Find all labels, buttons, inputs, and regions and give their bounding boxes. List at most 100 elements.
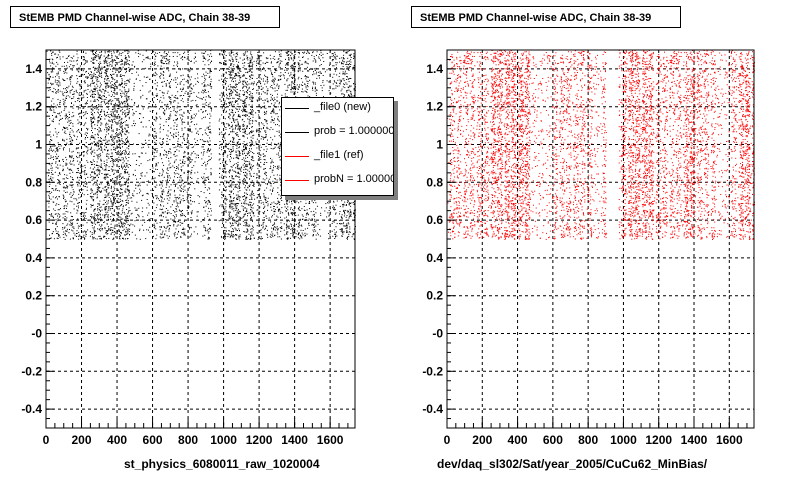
data-point <box>236 147 238 149</box>
data-point <box>237 128 239 130</box>
data-point <box>90 95 92 97</box>
data-point <box>51 71 52 73</box>
data-point <box>121 113 123 115</box>
data-point <box>54 89 56 91</box>
data-point <box>126 63 128 65</box>
data-point <box>174 189 175 191</box>
data-point <box>134 123 136 125</box>
data-point <box>179 185 181 187</box>
data-point <box>197 171 199 173</box>
data-point <box>225 64 227 66</box>
data-point <box>225 127 227 128</box>
data-point <box>118 143 120 145</box>
data-point <box>156 198 158 200</box>
data-point <box>91 215 93 217</box>
data-point <box>145 57 147 59</box>
data-point <box>163 63 165 64</box>
data-point <box>148 218 150 220</box>
data-point <box>176 155 178 157</box>
data-point <box>91 150 93 152</box>
data-point <box>125 230 127 232</box>
data-point <box>120 173 122 175</box>
data-point <box>165 208 167 209</box>
data-point <box>47 82 49 84</box>
data-point <box>63 183 64 185</box>
data-point <box>191 159 193 160</box>
data-point <box>207 223 209 225</box>
data-point <box>170 184 172 186</box>
data-point <box>105 232 107 233</box>
data-point <box>242 87 244 89</box>
data-point <box>148 146 150 148</box>
data-point <box>121 164 123 166</box>
data-point <box>69 172 71 174</box>
data-point <box>110 195 112 196</box>
data-point <box>156 135 157 137</box>
data-point <box>117 216 119 218</box>
data-point <box>139 178 141 179</box>
data-point <box>241 202 242 204</box>
data-point <box>107 193 109 195</box>
data-point <box>225 197 227 199</box>
data-point <box>97 100 99 102</box>
data-point <box>65 69 67 71</box>
data-point <box>242 152 244 154</box>
data-point <box>51 69 53 71</box>
data-point <box>100 124 102 126</box>
data-point <box>127 108 129 110</box>
data-point <box>129 210 131 211</box>
data-point <box>57 175 59 177</box>
data-point <box>99 85 101 87</box>
data-point <box>145 152 147 154</box>
data-point <box>163 97 165 99</box>
data-point <box>125 50 127 52</box>
data-point <box>104 61 106 63</box>
data-point <box>228 213 230 215</box>
data-point <box>134 169 136 171</box>
data-point <box>101 73 102 75</box>
data-point <box>154 177 156 179</box>
data-point <box>169 197 171 199</box>
data-point <box>115 84 116 86</box>
data-point <box>190 235 192 237</box>
data-point <box>69 77 71 79</box>
data-point <box>125 202 127 203</box>
data-point <box>114 85 116 87</box>
data-point <box>162 62 164 64</box>
data-point <box>177 143 179 145</box>
data-point <box>148 229 149 231</box>
data-point <box>96 99 98 100</box>
data-point <box>135 184 137 186</box>
data-point <box>227 85 229 87</box>
data-point <box>169 225 171 227</box>
data-point <box>229 74 231 76</box>
data-point <box>238 216 240 218</box>
data-point <box>111 153 113 155</box>
data-point <box>57 113 59 114</box>
data-point <box>243 216 245 217</box>
data-point <box>91 118 93 120</box>
data-point <box>243 114 245 116</box>
data-point <box>230 63 231 65</box>
data-point <box>222 92 224 94</box>
data-point <box>166 198 168 200</box>
data-point <box>118 224 120 226</box>
data-point <box>179 221 181 223</box>
data-point <box>156 222 158 224</box>
data-point <box>176 112 178 114</box>
data-point <box>189 79 191 81</box>
data-point <box>62 56 64 58</box>
data-point <box>167 135 169 137</box>
data-point <box>204 64 206 66</box>
data-point <box>126 70 127 72</box>
data-point <box>232 139 234 141</box>
data-point <box>98 212 100 214</box>
data-point <box>83 56 85 58</box>
data-point <box>156 204 158 206</box>
data-point <box>62 213 64 215</box>
data-point <box>70 128 72 129</box>
data-point <box>118 54 120 56</box>
data-point <box>185 81 187 83</box>
data-point <box>191 87 193 89</box>
data-point <box>106 129 108 131</box>
